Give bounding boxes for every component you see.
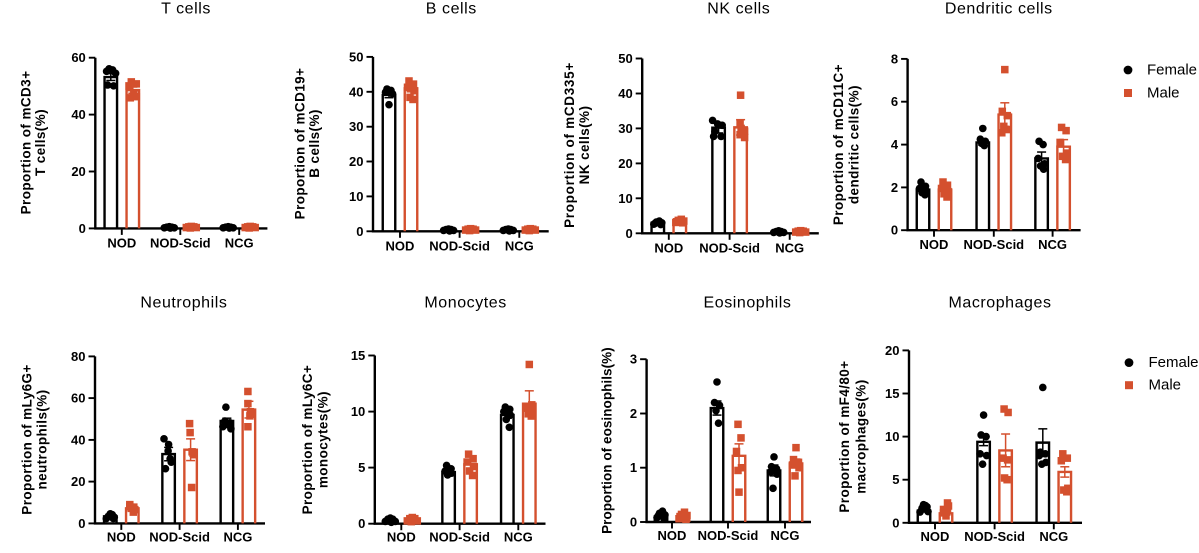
svg-text:Male: Male [1147, 85, 1180, 102]
svg-text:NCG: NCG [223, 529, 252, 544]
svg-text:0: 0 [892, 515, 899, 530]
svg-text:80: 80 [71, 349, 85, 364]
svg-text:NK cells: NK cells [707, 1, 770, 18]
svg-text:B cells: B cells [426, 1, 477, 18]
svg-text:4: 4 [891, 137, 899, 152]
svg-text:5: 5 [358, 460, 365, 475]
svg-text:NCG: NCG [505, 238, 534, 253]
svg-text:Proportion of mLy6G+: Proportion of mLy6G+ [19, 364, 34, 514]
svg-text:Proportion of mF4/80+: Proportion of mF4/80+ [837, 361, 852, 513]
svg-text:NOD: NOD [387, 530, 416, 545]
svg-text:2: 2 [630, 406, 637, 421]
svg-text:NOD-Scid: NOD-Scid [150, 235, 211, 250]
svg-text:20: 20 [885, 343, 899, 358]
svg-text:0: 0 [630, 515, 637, 530]
svg-text:NOD-Scid: NOD-Scid [699, 240, 760, 255]
svg-text:Eosinophils: Eosinophils [704, 295, 792, 312]
svg-text:NOD-Scid: NOD-Scid [963, 237, 1024, 252]
svg-text:10: 10 [351, 404, 365, 419]
svg-text:B cells(%): B cells(%) [307, 109, 322, 178]
svg-text:0: 0 [79, 221, 86, 236]
svg-text:Proportion of mLy6C+: Proportion of mLy6C+ [300, 365, 315, 515]
svg-text:15: 15 [885, 386, 899, 401]
svg-text:40: 40 [349, 84, 363, 99]
svg-text:20: 20 [71, 474, 85, 489]
svg-text:monocytes(%): monocytes(%) [316, 391, 331, 488]
svg-text:0: 0 [358, 516, 365, 531]
svg-text:Female: Female [1149, 354, 1199, 371]
svg-text:NCG: NCG [775, 240, 804, 255]
svg-text:Neutrophils: Neutrophils [140, 295, 227, 312]
svg-text:1: 1 [630, 460, 637, 475]
svg-text:10: 10 [618, 191, 632, 206]
svg-text:neutrophils(%): neutrophils(%) [35, 389, 50, 489]
svg-text:Female: Female [1147, 62, 1197, 79]
svg-text:NOD: NOD [658, 528, 687, 543]
svg-text:NOD-Scid: NOD-Scid [698, 528, 759, 543]
svg-text:Male: Male [1149, 377, 1182, 394]
svg-text:30: 30 [349, 119, 363, 134]
svg-text:NOD: NOD [107, 235, 136, 250]
svg-text:NOD: NOD [107, 529, 136, 544]
svg-text:NOD: NOD [654, 240, 683, 255]
svg-text:Dendritic cells: Dendritic cells [945, 1, 1053, 18]
svg-text:NCG: NCG [225, 235, 254, 250]
svg-text:60: 60 [71, 50, 85, 65]
svg-text:NOD-Scid: NOD-Scid [964, 529, 1025, 544]
svg-text:NCG: NCG [1039, 529, 1068, 544]
svg-text:20: 20 [349, 154, 363, 169]
svg-text:NCG: NCG [1038, 237, 1067, 252]
svg-text:Monocytes: Monocytes [424, 295, 506, 312]
svg-text:20: 20 [71, 164, 85, 179]
svg-text:50: 50 [349, 49, 363, 64]
svg-text:NOD-Scid: NOD-Scid [149, 529, 210, 544]
svg-text:30: 30 [618, 121, 632, 136]
svg-text:Proportion of mCD335+: Proportion of mCD335+ [562, 62, 577, 228]
svg-text:8: 8 [891, 51, 898, 66]
svg-text:0: 0 [625, 226, 632, 241]
svg-text:NCG: NCG [771, 528, 800, 543]
svg-text:Proportion of eosinophils(%): Proportion of eosinophils(%) [600, 347, 615, 534]
svg-text:NOD-Scid: NOD-Scid [429, 238, 490, 253]
svg-text:50: 50 [618, 51, 632, 66]
svg-text:macrophages(%): macrophages(%) [854, 379, 869, 493]
svg-text:40: 40 [71, 107, 85, 122]
svg-text:60: 60 [71, 391, 85, 406]
svg-text:Proportion of mCD3+: Proportion of mCD3+ [19, 71, 34, 215]
svg-text:5: 5 [892, 472, 899, 487]
svg-text:0: 0 [891, 223, 898, 238]
svg-text:Proportion of mCD11C+: Proportion of mCD11C+ [831, 64, 846, 225]
svg-text:NOD-Scid: NOD-Scid [429, 530, 490, 545]
svg-text:T cells: T cells [161, 1, 211, 18]
svg-text:NOD: NOD [921, 529, 950, 544]
svg-text:NOD: NOD [386, 238, 415, 253]
svg-text:Macrophages: Macrophages [949, 295, 1052, 312]
svg-text:0: 0 [78, 516, 85, 531]
svg-text:dendritic cells(%): dendritic cells(%) [846, 85, 861, 204]
svg-text:3: 3 [630, 352, 637, 367]
svg-text:NK cells(%): NK cells(%) [577, 106, 592, 185]
svg-text:40: 40 [71, 432, 85, 447]
svg-text:40: 40 [618, 86, 632, 101]
svg-text:T cells(%): T cells(%) [33, 109, 48, 176]
svg-text:Proportion of mCD19+: Proportion of mCD19+ [293, 68, 308, 220]
svg-text:10: 10 [349, 189, 363, 204]
svg-text:10: 10 [885, 429, 899, 444]
svg-text:2: 2 [891, 180, 898, 195]
svg-text:15: 15 [351, 348, 365, 363]
svg-text:0: 0 [356, 224, 363, 239]
svg-text:NOD: NOD [920, 237, 949, 252]
svg-text:20: 20 [618, 156, 632, 171]
svg-text:NCG: NCG [504, 530, 533, 545]
svg-text:6: 6 [891, 94, 898, 109]
